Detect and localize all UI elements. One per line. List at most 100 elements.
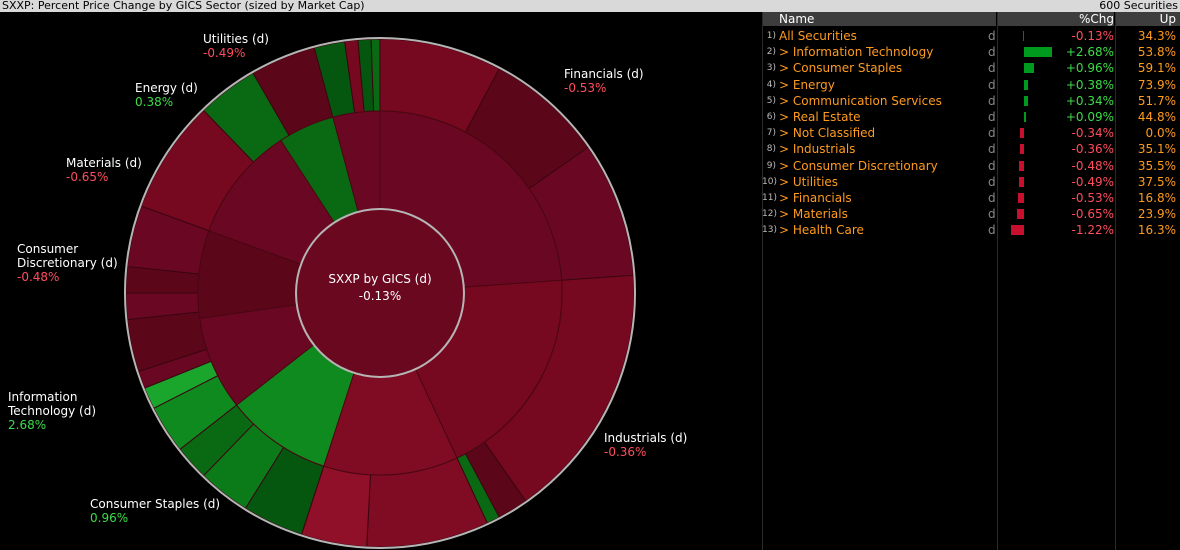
change-bar <box>1017 209 1024 220</box>
row-change: +0.96% <box>1065 61 1114 76</box>
row-name[interactable]: > Consumer Discretionary <box>779 158 938 173</box>
row-up: 34.3% <box>1137 29 1176 43</box>
table-row[interactable]: 7) > Not Classified d -0.34% 0.0% <box>762 125 1180 141</box>
row-name[interactable]: > Utilities <box>779 174 839 189</box>
sector-label-industrials[interactable]: Industrials (d) -0.36% <box>604 431 687 459</box>
row-up: 53.8% <box>1137 45 1176 60</box>
row-change: -0.13% <box>1071 29 1114 43</box>
center-value: -0.13% <box>359 289 401 303</box>
sector-name: Utilities (d) <box>203 32 269 46</box>
table-row[interactable]: 8) > Industrials d -0.36% 35.1% <box>762 141 1180 157</box>
column-header-name[interactable]: Name <box>762 12 996 26</box>
security-count: 600 Securities <box>1099 0 1178 12</box>
row-period: d <box>988 93 996 108</box>
change-bar <box>1020 128 1024 139</box>
sunburst-center[interactable] <box>295 208 465 378</box>
row-up: 16.8% <box>1137 191 1176 205</box>
sector-label-materials[interactable]: Materials (d) -0.65% <box>66 156 142 184</box>
row-name[interactable]: > Financials <box>779 191 852 205</box>
sector-name: Materials (d) <box>66 156 142 170</box>
row-index: 2) <box>766 47 776 58</box>
row-index: 11) <box>762 193 777 203</box>
table-row[interactable]: 3) > Consumer Staples d +0.96% 59.1% <box>762 60 1180 76</box>
sector-name: Consumer Staples (d) <box>90 497 221 511</box>
row-change: -0.53% <box>1071 191 1114 205</box>
center-label: SXXP by GICS (d) <box>328 272 431 286</box>
sector-label-information-technology[interactable]: Information Technology (d) 2.68% <box>8 390 148 432</box>
row-period: d <box>988 174 996 189</box>
row-name[interactable]: > Materials <box>779 207 848 222</box>
row-period: d <box>988 223 996 238</box>
row-period: d <box>988 110 996 124</box>
row-change: -0.34% <box>1071 126 1114 141</box>
row-up: 51.7% <box>1137 93 1176 108</box>
row-period: d <box>988 61 996 76</box>
sector-name: Consumer Discretionary (d) <box>17 242 118 270</box>
sector-change: 2.68% <box>8 418 47 432</box>
table-row[interactable]: 13) > Health Care d -1.22% 16.3% <box>762 222 1180 238</box>
table-row[interactable]: 9) > Consumer Discretionary d -0.48% 35.5% <box>762 158 1180 174</box>
row-name[interactable]: > Energy <box>779 77 835 92</box>
window-title: SXXP: Percent Price Change by GICS Secto… <box>2 0 365 12</box>
row-change: +0.09% <box>1065 110 1114 124</box>
row-up: 16.3% <box>1137 223 1176 238</box>
row-up: 23.9% <box>1137 207 1176 222</box>
table-row[interactable]: 1) All Securities d -0.13% 34.3% <box>762 28 1180 44</box>
table-row[interactable]: 12) > Materials d -0.65% 23.9% <box>762 206 1180 222</box>
sector-label-consumer-discretionary[interactable]: Consumer Discretionary (d) -0.48% <box>17 242 127 284</box>
row-name[interactable]: > Not Classified <box>779 126 876 141</box>
row-index: 12) <box>762 209 777 220</box>
row-index: 1) <box>766 31 776 41</box>
row-up: 59.1% <box>1137 61 1176 76</box>
row-up: 35.1% <box>1137 142 1176 157</box>
change-bar <box>1024 112 1026 122</box>
row-index: 3) <box>766 63 776 74</box>
table-row[interactable]: 2) > Information Technology d +2.68% 53.8% <box>762 44 1180 60</box>
change-bar <box>1022 31 1024 41</box>
row-change: -0.65% <box>1071 207 1114 222</box>
row-change: +2.68% <box>1065 45 1114 60</box>
sector-change: 0.38% <box>135 95 174 109</box>
title-bar: SXXP: Percent Price Change by GICS Secto… <box>0 0 1180 12</box>
row-index: 10) <box>762 176 777 187</box>
table-row[interactable]: 6) > Real Estate d +0.09% 44.8% <box>762 109 1180 125</box>
row-change: -0.48% <box>1071 158 1114 173</box>
row-name[interactable]: > Health Care <box>779 223 864 238</box>
sector-label-energy[interactable]: Energy (d) 0.38% <box>135 81 198 109</box>
row-up: 73.9% <box>1137 77 1176 92</box>
sector-label-financials[interactable]: Financials (d) -0.53% <box>564 67 644 95</box>
row-change: -0.36% <box>1071 142 1114 157</box>
row-name[interactable]: > Consumer Staples <box>779 61 903 76</box>
sunburst-middle-ring <box>125 38 635 548</box>
sector-change: -0.53% <box>564 81 607 95</box>
sector-change: -0.48% <box>17 270 60 284</box>
row-change: -1.22% <box>1071 223 1114 238</box>
table-row[interactable]: 4) > Energy d +0.38% 73.9% <box>762 77 1180 93</box>
row-name[interactable]: > Information Technology <box>779 45 934 60</box>
sector-change: -0.49% <box>203 46 246 60</box>
row-change: +0.34% <box>1065 93 1114 108</box>
sunburst-inner-ring <box>197 110 563 476</box>
sector-name: Industrials (d) <box>604 431 688 445</box>
row-name[interactable]: > Communication Services <box>779 93 942 108</box>
row-index: 6) <box>766 112 776 122</box>
row-index: 4) <box>766 79 776 90</box>
table-row[interactable]: 11) > Financials d -0.53% 16.8% <box>762 190 1180 206</box>
change-bar <box>1018 193 1024 203</box>
table-row[interactable]: 10) > Utilities d -0.49% 37.5% <box>762 174 1180 190</box>
row-name[interactable]: > Real Estate <box>779 110 861 124</box>
column-header-up[interactable]: Up <box>1116 12 1180 26</box>
sector-label-utilities[interactable]: Utilities (d) -0.49% <box>203 32 269 60</box>
sector-change: -0.36% <box>604 445 647 459</box>
row-up: 37.5% <box>1137 174 1176 189</box>
sector-name: Financials (d) <box>564 67 644 81</box>
row-up: 35.5% <box>1137 158 1176 173</box>
row-name[interactable]: All Securities <box>779 29 857 43</box>
row-name[interactable]: > Industrials <box>779 142 856 157</box>
table-row[interactable]: 5) > Communication Services d +0.34% 51.7% <box>762 93 1180 109</box>
row-index: 8) <box>766 144 776 155</box>
column-header-chg[interactable]: %Chg <box>998 12 1114 26</box>
row-index: 9) <box>766 160 776 171</box>
table-divider <box>1115 12 1116 550</box>
sector-label-consumer-staples[interactable]: Consumer Staples (d) 0.96% <box>90 497 220 525</box>
